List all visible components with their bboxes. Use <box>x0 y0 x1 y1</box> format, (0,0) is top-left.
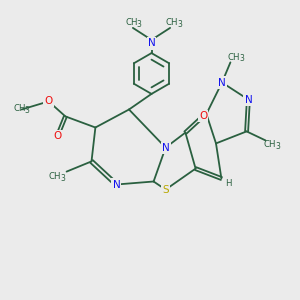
Text: 3: 3 <box>25 106 30 115</box>
Text: N: N <box>218 77 226 88</box>
Text: CH: CH <box>264 140 276 149</box>
Text: 3: 3 <box>61 174 65 183</box>
Text: H: H <box>225 179 231 188</box>
Text: 3: 3 <box>239 54 244 63</box>
Text: N: N <box>148 38 155 49</box>
Text: 3: 3 <box>275 142 280 152</box>
Text: CH: CH <box>228 52 240 62</box>
Text: CH: CH <box>125 18 138 27</box>
Text: N: N <box>244 94 252 105</box>
Text: CH: CH <box>165 18 178 27</box>
Text: CH: CH <box>14 103 26 112</box>
Text: 3: 3 <box>137 20 142 29</box>
Text: S: S <box>162 184 169 195</box>
Text: CH: CH <box>49 172 61 181</box>
Text: 3: 3 <box>177 20 182 29</box>
Text: O: O <box>44 96 53 106</box>
Text: N: N <box>112 179 120 190</box>
Text: N: N <box>162 142 170 153</box>
Text: O: O <box>199 111 207 121</box>
Text: O: O <box>53 130 62 141</box>
